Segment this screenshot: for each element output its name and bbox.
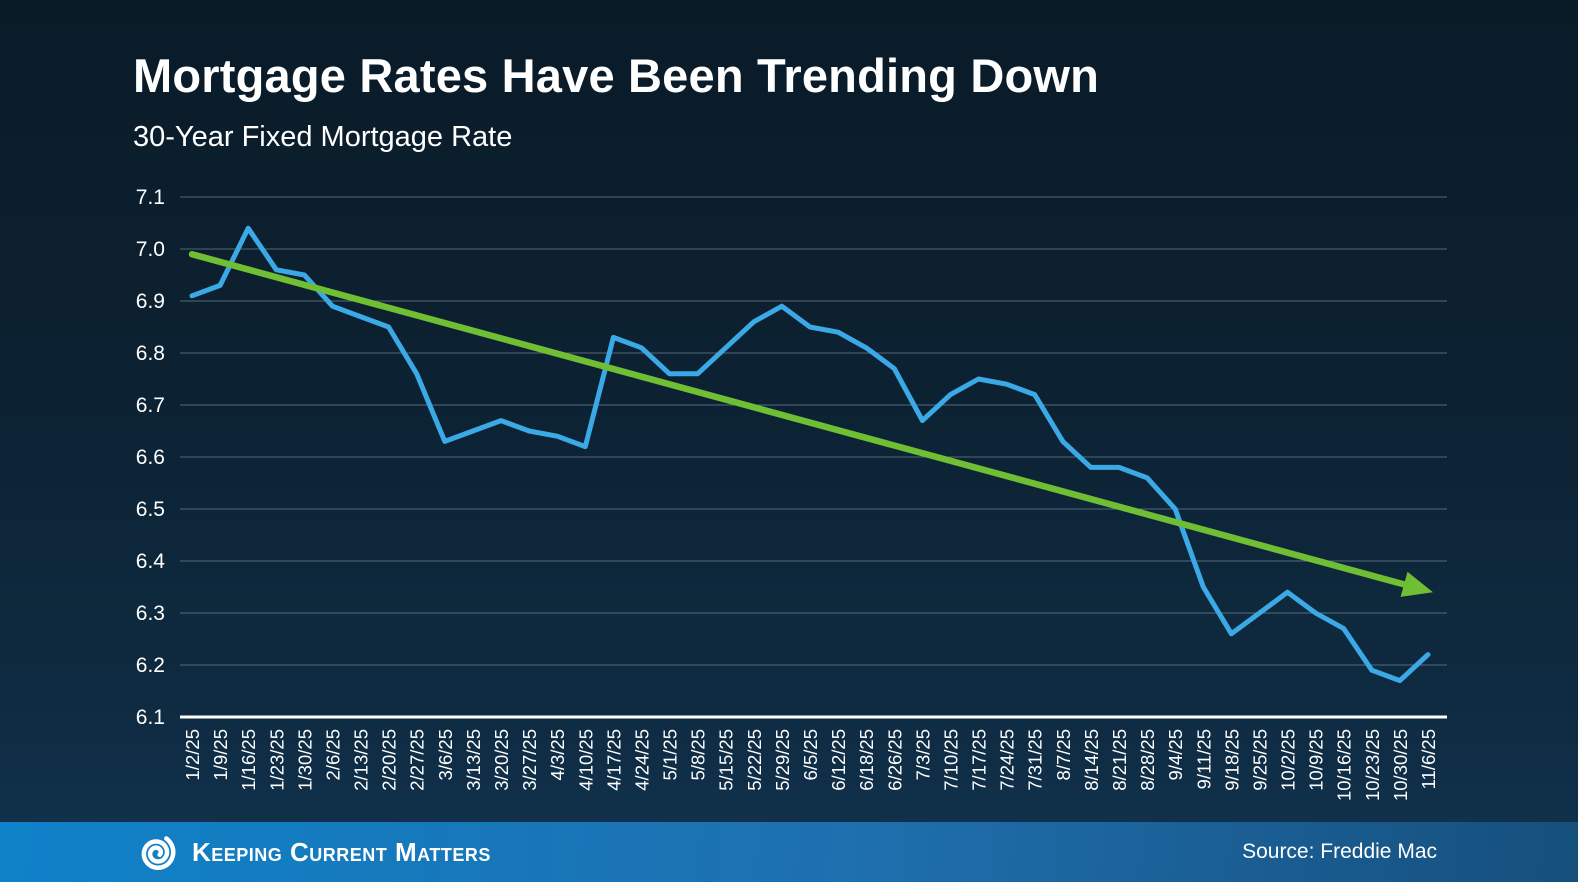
x-tick-label: 3/27/25: [519, 729, 540, 791]
y-tick-label: 6.5: [136, 498, 165, 521]
x-tick-label: 9/11/25: [1193, 729, 1214, 789]
x-tick-label: 3/13/25: [463, 729, 484, 791]
x-tick-label: 4/24/25: [632, 729, 653, 791]
x-tick-label: 2/20/25: [379, 729, 400, 791]
x-tick-label: 5/22/25: [744, 729, 765, 791]
y-tick-label: 6.3: [136, 602, 165, 625]
x-tick-label: 1/16/25: [238, 729, 259, 791]
y-tick-label: 6.2: [136, 654, 165, 677]
x-tick-label: 10/23/25: [1362, 729, 1383, 801]
brand-name: Keeping Current Matters: [192, 836, 491, 867]
x-tick-label: 10/16/25: [1334, 729, 1355, 801]
x-tick-label: 9/4/25: [1165, 729, 1186, 780]
x-tick-label: 6/18/25: [856, 729, 877, 791]
brand: Keeping Current Matters: [134, 829, 491, 875]
x-tick-label: 8/21/25: [1109, 729, 1130, 791]
trend-arrowhead-icon: [1400, 571, 1433, 597]
x-tick-label: 11/6/25: [1418, 729, 1439, 789]
x-tick-label: 1/23/25: [266, 729, 287, 791]
y-tick-label: 6.1: [136, 706, 165, 729]
page-subtitle: 30-Year Fixed Mortgage Rate: [133, 121, 513, 153]
x-tick-label: 1/30/25: [294, 729, 315, 791]
x-tick-label: 10/30/25: [1390, 729, 1411, 801]
y-tick-label: 6.8: [136, 342, 165, 365]
x-tick-label: 5/15/25: [716, 729, 737, 791]
x-tick-label: 4/17/25: [603, 729, 624, 791]
y-tick-label: 6.9: [136, 290, 165, 313]
x-tick-label: 10/9/25: [1306, 729, 1327, 791]
x-tick-label: 2/27/25: [407, 729, 428, 791]
x-tick-label: 2/6/25: [323, 729, 344, 780]
x-tick-label: 4/10/25: [575, 729, 596, 791]
x-tick-label: 8/28/25: [1137, 729, 1158, 791]
x-tick-label: 6/26/25: [884, 729, 905, 791]
x-tick-label: 5/8/25: [688, 729, 709, 780]
kcm-logo-icon: [141, 836, 176, 870]
x-tick-label: 1/2/25: [182, 729, 203, 780]
x-tick-label: 9/18/25: [1221, 729, 1242, 791]
y-tick-label: 7.0: [136, 238, 165, 261]
x-tick-label: 7/24/25: [997, 729, 1018, 791]
x-tick-label: 5/1/25: [660, 729, 681, 780]
x-tick-label: 1/9/25: [210, 729, 231, 780]
x-tick-label: 7/31/25: [1025, 729, 1046, 791]
x-tick-label: 8/14/25: [1081, 729, 1102, 791]
x-tick-label: 10/2/25: [1278, 729, 1299, 791]
x-tick-label: 2/13/25: [351, 729, 372, 791]
x-tick-label: 7/10/25: [941, 729, 962, 791]
x-tick-label: 9/25/25: [1250, 729, 1271, 791]
rate-line: [189, 225, 1431, 684]
x-tick-label: 4/3/25: [547, 729, 568, 780]
page-title: Mortgage Rates Have Been Trending Down: [133, 49, 1100, 102]
x-tick-label: 7/17/25: [969, 729, 990, 791]
x-tick-label: 7/3/25: [912, 729, 933, 780]
y-tick-label: 6.4: [136, 550, 166, 573]
x-tick-label: 6/5/25: [800, 729, 821, 780]
y-tick-label: 6.7: [136, 394, 165, 417]
y-tick-label: 6.6: [136, 446, 165, 469]
y-tick-label: 7.1: [136, 186, 165, 209]
trend-line: [188, 250, 1412, 589]
source-label: Source: Freddie Mac: [1242, 840, 1437, 863]
x-tick-label: 3/20/25: [491, 729, 512, 791]
x-tick-label: 5/29/25: [772, 729, 793, 791]
x-tick-label: 3/6/25: [435, 729, 456, 780]
x-tick-label: 6/12/25: [828, 729, 849, 791]
x-tick-label: 8/7/25: [1053, 729, 1074, 780]
footer-bar: Keeping Current Matters Source: Freddie …: [0, 822, 1578, 882]
